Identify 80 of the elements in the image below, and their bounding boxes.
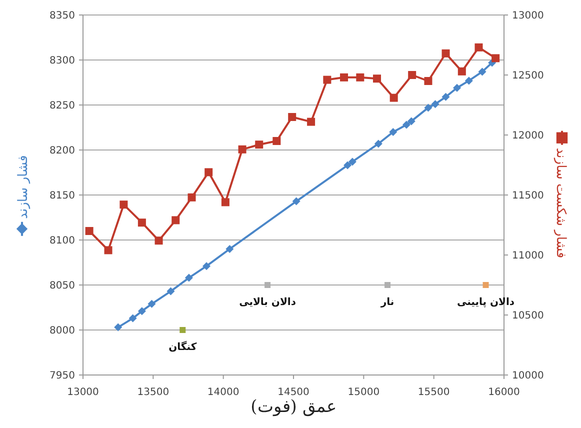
- point: [323, 76, 332, 84]
- point: [184, 274, 193, 282]
- point: [104, 246, 112, 254]
- point: [226, 245, 234, 253]
- point: [138, 218, 146, 227]
- y-tick-label: 8250: [50, 100, 75, 112]
- x-tick-label: 14000: [207, 387, 240, 398]
- y2-tick-label: 12500: [512, 70, 544, 82]
- point: [188, 193, 196, 202]
- point: [172, 216, 180, 224]
- x-axis-title: عمق (فوت): [250, 397, 336, 417]
- data-label: دالان بالایی: [239, 297, 296, 308]
- point: [292, 197, 300, 206]
- point: [114, 323, 122, 332]
- y-tick-label: 8200: [50, 146, 75, 156]
- data-label: کنگان: [168, 340, 197, 353]
- point: [424, 77, 432, 85]
- y2-tick-label: 10000: [512, 370, 544, 382]
- x-tick-label: 14500: [278, 387, 310, 398]
- point: [474, 43, 483, 52]
- point: [154, 236, 163, 245]
- data-label: نار: [380, 297, 394, 308]
- y2-tick-label: 10500: [512, 310, 544, 322]
- point: [348, 158, 356, 166]
- point: [255, 140, 264, 149]
- x-tick-label: 15500: [418, 387, 450, 398]
- point: [307, 118, 316, 126]
- point: [85, 227, 94, 235]
- point: [166, 287, 175, 296]
- y2-tick-label: 12000: [512, 130, 544, 142]
- point: [128, 314, 137, 322]
- x-tick-label: 13000: [67, 387, 99, 398]
- y-tick-label: 8350: [50, 10, 75, 22]
- point: [373, 74, 381, 83]
- point: [478, 68, 486, 76]
- point: [407, 117, 416, 126]
- x-tick-label: 13500: [137, 387, 170, 398]
- point: [374, 140, 382, 148]
- point: [202, 262, 210, 270]
- y2-tick-label: 11000: [512, 250, 544, 262]
- point: [464, 76, 473, 85]
- point: [148, 300, 156, 308]
- y-tick-label: 8150: [50, 190, 75, 202]
- point: [408, 71, 416, 79]
- point: [344, 161, 352, 170]
- point: [340, 73, 348, 82]
- y-tick-label: 8050: [50, 280, 75, 292]
- point: [384, 282, 391, 288]
- y2-tick-label: 13000: [512, 10, 544, 22]
- point: [442, 49, 450, 58]
- point: [482, 282, 489, 288]
- point: [442, 92, 450, 101]
- point: [424, 104, 432, 112]
- y-tick-label: 8300: [50, 56, 75, 66]
- point: [458, 67, 466, 76]
- point: [452, 84, 461, 92]
- point: [492, 54, 500, 62]
- y2-tick-label: 11500: [512, 190, 544, 202]
- point: [431, 100, 440, 108]
- y-tick-label: 7950: [50, 370, 75, 382]
- point: [238, 145, 246, 154]
- x-tick-label: 15000: [348, 387, 380, 398]
- y-tick-label: 8000: [50, 326, 75, 336]
- point: [402, 120, 410, 129]
- legend-item: فشار شکست سازند: [553, 130, 568, 258]
- point: [120, 200, 128, 209]
- x-tick-label: 16000: [488, 387, 520, 398]
- y-tick-label: 8100: [50, 236, 75, 246]
- point: [390, 94, 398, 102]
- point: [221, 198, 230, 206]
- point: [272, 137, 281, 145]
- point: [356, 73, 364, 82]
- point: [288, 113, 296, 121]
- point: [138, 307, 146, 316]
- point: [264, 282, 271, 288]
- data-label: دالان پایینی: [456, 297, 515, 308]
- point: [180, 327, 186, 333]
- point: [204, 168, 213, 176]
- legend-item: فشار سازند: [16, 155, 31, 236]
- point: [389, 128, 398, 136]
